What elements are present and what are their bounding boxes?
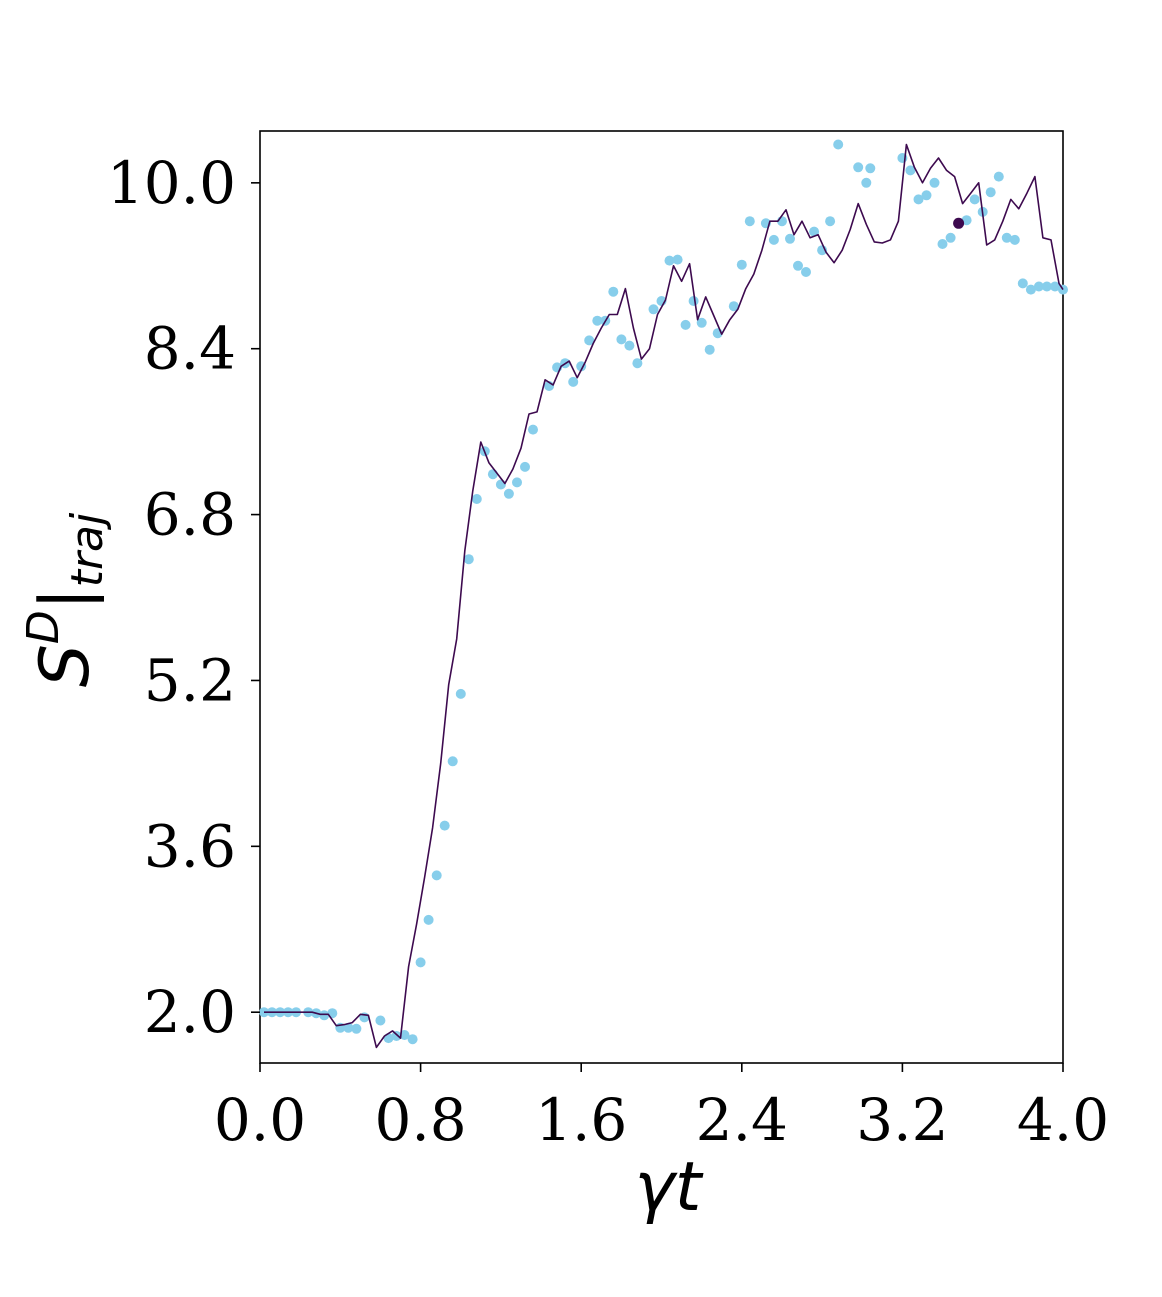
marker-point [568, 376, 579, 387]
marker-point [1041, 281, 1052, 292]
marker-point [728, 301, 739, 312]
marker-point [833, 139, 844, 150]
marker-point [865, 163, 876, 174]
y-tick-label: 3.6 [144, 812, 236, 880]
marker-point [351, 1023, 362, 1034]
y-axis-title-main: S [26, 644, 105, 687]
series-line [264, 143, 1064, 1049]
marker-point [969, 194, 980, 205]
marker-point [632, 358, 643, 369]
marker-point [455, 688, 466, 699]
marker-point [319, 1010, 330, 1021]
marker-point [1009, 234, 1020, 245]
marker-point [624, 340, 635, 351]
marker-point [1050, 281, 1060, 292]
marker-point [929, 177, 940, 188]
marker-point [1017, 278, 1028, 289]
marker-point [696, 317, 707, 328]
marker-point [487, 469, 498, 480]
x-tick-label: 0.0 [214, 1086, 306, 1154]
marker-point [1025, 284, 1036, 295]
marker-point [471, 494, 482, 504]
marker-point [680, 319, 691, 330]
marker-point [801, 267, 811, 277]
y-tick-label: 6.8 [144, 481, 236, 549]
marker-point [937, 239, 948, 249]
marker-point [584, 335, 595, 346]
marker-point [616, 334, 627, 345]
marker-point [921, 190, 932, 201]
marker-point [688, 296, 699, 306]
marker-point [809, 226, 820, 237]
x-tick-label: 3.2 [856, 1086, 948, 1154]
marker-point [785, 233, 795, 244]
marker-point [704, 344, 715, 355]
marker-point [343, 1022, 354, 1033]
marker-point [945, 232, 956, 243]
marker-point [793, 260, 803, 271]
marker-point [853, 162, 864, 173]
marker-point [375, 1015, 386, 1026]
marker-point [993, 171, 1004, 182]
y-axis-title-superscript: D [18, 610, 69, 644]
marker-point [528, 424, 538, 435]
marker-point [415, 957, 426, 968]
marker-point [744, 216, 755, 227]
y-tick-label: 8.4 [144, 315, 236, 383]
y-tick-label: 10.0 [107, 149, 236, 217]
marker-point [391, 1031, 402, 1041]
marker-point [399, 1030, 410, 1040]
marker-point [985, 187, 996, 198]
x-tick-label: 2.4 [696, 1086, 788, 1154]
y-axis-title: SD|traj [18, 512, 113, 687]
marker-point [825, 216, 836, 227]
marker-point [503, 488, 514, 499]
marker-point [495, 479, 506, 490]
marker-point [592, 315, 603, 326]
marker-point [327, 1008, 338, 1019]
marker-point [672, 254, 683, 265]
marker-point [431, 870, 442, 881]
marker-point [648, 304, 659, 315]
marker-point [1001, 232, 1012, 243]
marker-point [1033, 281, 1044, 292]
highlight-point [953, 217, 965, 229]
series-layer [259, 139, 1068, 1049]
plot-frame [259, 130, 1064, 1064]
x-axis-title: γt [635, 1148, 704, 1227]
x-tick-label: 0.8 [374, 1086, 466, 1154]
marker-point [447, 756, 458, 767]
y-tick-label: 5.2 [144, 646, 236, 714]
marker-point [463, 554, 474, 565]
marker-point [520, 461, 530, 472]
marker-point [768, 234, 779, 245]
x-axis: 0.0 0.8 1.6 2.4 3.2 4.0 [214, 1063, 1109, 1154]
marker-point [407, 1034, 418, 1045]
marker-point [608, 286, 619, 297]
marker-point [736, 259, 747, 270]
plot-area [259, 130, 1068, 1064]
y-axis-title-subscript: traj [62, 512, 113, 587]
marker-point [861, 177, 872, 188]
y-axis-title-bar: | [26, 587, 105, 610]
marker-point [512, 477, 522, 488]
x-tick-label: 1.6 [535, 1086, 627, 1154]
marker-point [913, 194, 924, 205]
marker-point [664, 255, 675, 266]
marker-point [439, 820, 450, 831]
x-tick-label: 4.0 [1017, 1086, 1109, 1154]
y-tick-label: 2.0 [144, 978, 236, 1046]
marker-point [961, 215, 972, 226]
marker-point [423, 914, 434, 925]
marker-point [905, 165, 916, 176]
y-axis: 2.0 3.6 5.2 6.8 8.4 10.0 [107, 149, 260, 1046]
